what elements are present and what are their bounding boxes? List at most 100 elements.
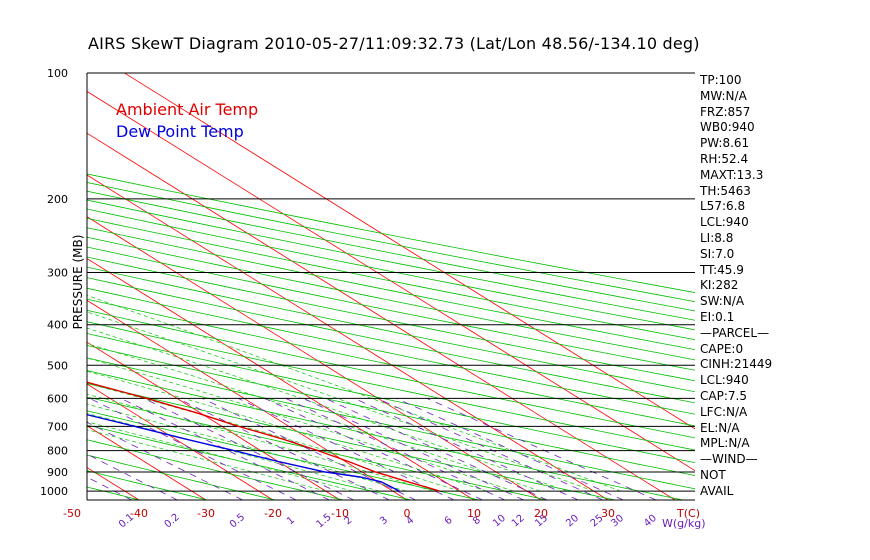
temperature-tick-label: -20 [264,507,282,520]
temperature-tick-label: 10 [467,507,481,520]
pressure-tick-label: 400 [47,319,68,332]
mixing-ratio-tick-label: 2 [343,515,355,528]
index-item: MW:N/A [700,88,747,103]
temperature-tick-label: 0 [404,507,411,520]
temperature-tick-label: 20 [534,507,548,520]
dry-adiabat-line [87,298,695,427]
mixing-ratio-line [264,398,483,500]
dry-adiabat-line [87,370,684,500]
pressure-tick-label: 300 [47,267,68,280]
index-item: NOT [700,468,726,482]
dry-adiabat-line [87,410,480,500]
index-item: SI:7.0 [700,246,735,261]
dry-adiabat-line [87,287,695,415]
dry-adiabat-line [87,454,276,500]
mixing-ratio-line [396,398,624,500]
dry-adiabat-line [87,333,695,464]
mixing-ratio-line [89,398,297,500]
dry-adiabat-line [87,357,695,490]
temperature-tick-label: -30 [197,507,215,520]
index-item: CAPE:0 [700,341,744,356]
mixing-ratio-tick-label: 1 [285,515,297,528]
legend-temp: Ambient Air Temp [116,100,259,119]
pressure-tick-label: 900 [47,466,68,479]
index-item: KI:282 [700,278,739,293]
index-item: —WIND— [700,452,758,467]
mixing-ratio-tick-label: 10 [491,513,508,530]
mixing-ratio-line [377,398,603,500]
mixing-ratio-line [354,398,579,500]
mixing-ratio-line [201,398,416,500]
mixing-ratio-tick-label: 8 [471,515,483,528]
pressure-tick-label: 1000 [40,485,68,498]
index-item: TH:5463 [700,183,751,198]
pressure-tick-label: 200 [47,193,68,206]
mixing-ratio-tick-label: 0.2 [163,512,182,531]
dry-adiabat-line [87,199,695,321]
dry-adiabat-line [0,73,72,500]
dry-adiabat-line [87,309,695,439]
dewpoint-profile-line [87,413,400,492]
pressure-tick-label: 800 [47,445,68,458]
dry-adiabat-line [87,173,695,293]
isotherm-line [87,258,475,500]
dry-adiabat-line [87,217,695,341]
dry-adiabat-line [87,345,695,476]
moist-adiabat-line [87,294,621,492]
dry-adiabat-line [87,227,695,351]
index-item: FRZ:857 [700,104,751,119]
index-item: LI:8.8 [700,231,734,245]
pressure-tick-label: 600 [47,392,68,405]
index-item: LCL:940 [700,215,749,230]
isotherm-line [87,90,695,472]
dry-adiabat-line [87,383,616,500]
mixing-ratio-line [177,398,390,500]
temperature-tick-label: -50 [63,507,81,520]
chart-title: AIRS SkewT Diagram 2010-05-27/11:09:32.7… [88,34,700,53]
mixing-ratio-tick-label: 12 [510,513,527,530]
index-item: SW:N/A [700,294,745,309]
mixing-ratio-tick-label: 3 [378,515,390,528]
y-axis-label: PRESSURE (MB) [71,235,85,330]
dry-adiabat-line [87,277,695,404]
index-item: TT:45.9 [700,262,744,277]
mixing-ratio-tick-label: 40 [642,513,659,530]
x-axis-unit-label: T(C) [676,507,700,520]
mixing-ratio-tick-label: 0.5 [228,512,247,531]
index-item: CAP:7.5 [700,389,747,403]
pressure-tick-label: 700 [47,420,68,433]
temperature-tick-label: 30 [601,507,615,520]
isotherm-line [0,73,72,500]
legend-dew: Dew Point Temp [116,122,244,141]
mixing-ratio-tick-label: 4 [404,515,416,528]
index-item: LFC:N/A [700,404,748,419]
mixing-ratio-line [303,398,524,500]
moist-adiabat-line [87,343,541,492]
index-item: RH:52.4 [700,152,749,166]
mixing-ratio-line [285,398,506,500]
dry-adiabat-line [87,236,695,361]
index-item: TP:100 [700,73,742,87]
index-item: —PARCEL— [700,325,770,340]
index-item: EI:0.1 [700,310,735,324]
mixing-ratio-line [238,398,455,500]
moist-adiabat-line [87,382,460,492]
moist-adiabat-line [87,421,353,492]
plot-area [0,73,695,500]
mixing-ratio-unit-label: W(g/kg) [662,517,706,530]
isotherm-line [87,425,207,500]
index-item: AVAIL [700,483,734,498]
mixing-ratio-line [87,453,178,500]
isotherm-line [87,299,408,500]
mixing-ratio-tick-label: 20 [564,513,581,530]
dry-adiabat-line [87,182,695,303]
index-item: LCL:940 [700,373,749,388]
dry-adiabat-line [87,266,695,393]
dry-adiabat-line [87,208,695,331]
dry-adiabat-line [87,439,344,500]
index-item: MAXT:13.3 [700,167,764,182]
index-item: EL:N/A [700,420,740,435]
isotherm-line [87,383,274,500]
temperature-tick-label: -40 [130,507,148,520]
